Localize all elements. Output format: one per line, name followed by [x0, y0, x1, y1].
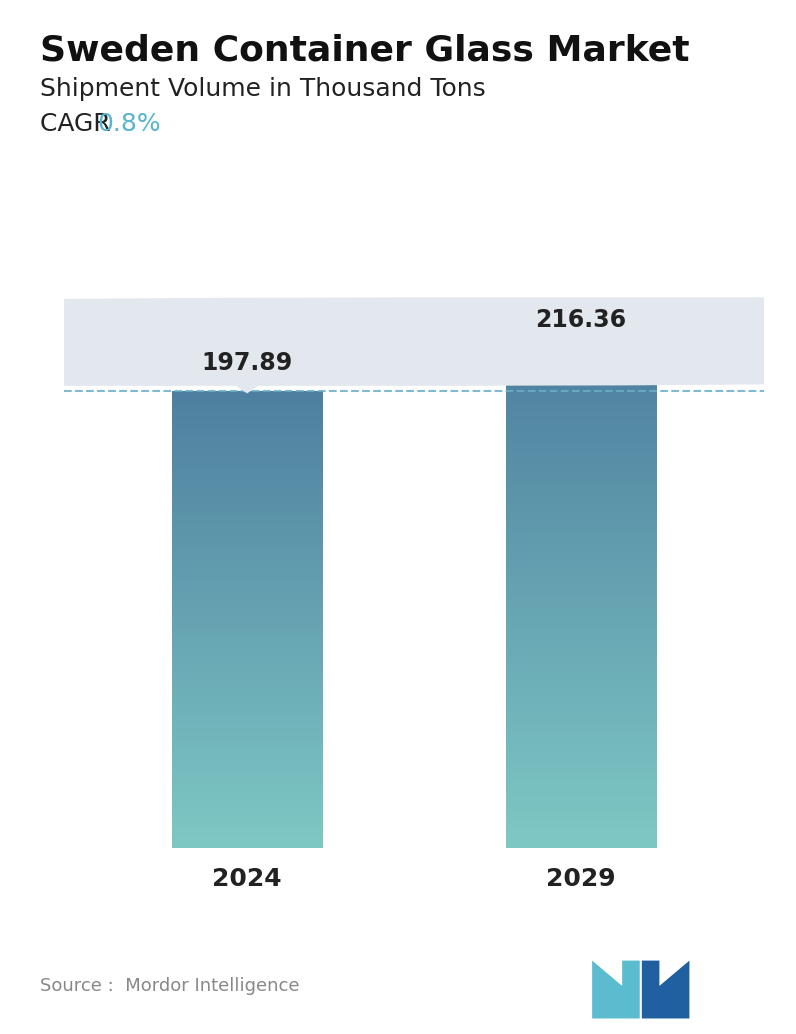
- Polygon shape: [566, 340, 595, 349]
- Text: Source :  Mordor Intelligence: Source : Mordor Intelligence: [40, 977, 299, 995]
- FancyBboxPatch shape: [10, 298, 796, 343]
- Polygon shape: [642, 961, 689, 1018]
- Text: 0.8%: 0.8%: [97, 112, 161, 135]
- Text: 197.89: 197.89: [201, 351, 293, 375]
- FancyBboxPatch shape: [0, 340, 796, 386]
- Polygon shape: [232, 383, 262, 393]
- Text: 216.36: 216.36: [535, 308, 626, 332]
- Text: CAGR: CAGR: [40, 112, 119, 135]
- Text: Sweden Container Glass Market: Sweden Container Glass Market: [40, 33, 689, 67]
- Text: Shipment Volume in Thousand Tons: Shipment Volume in Thousand Tons: [40, 77, 486, 100]
- Polygon shape: [592, 961, 640, 1018]
